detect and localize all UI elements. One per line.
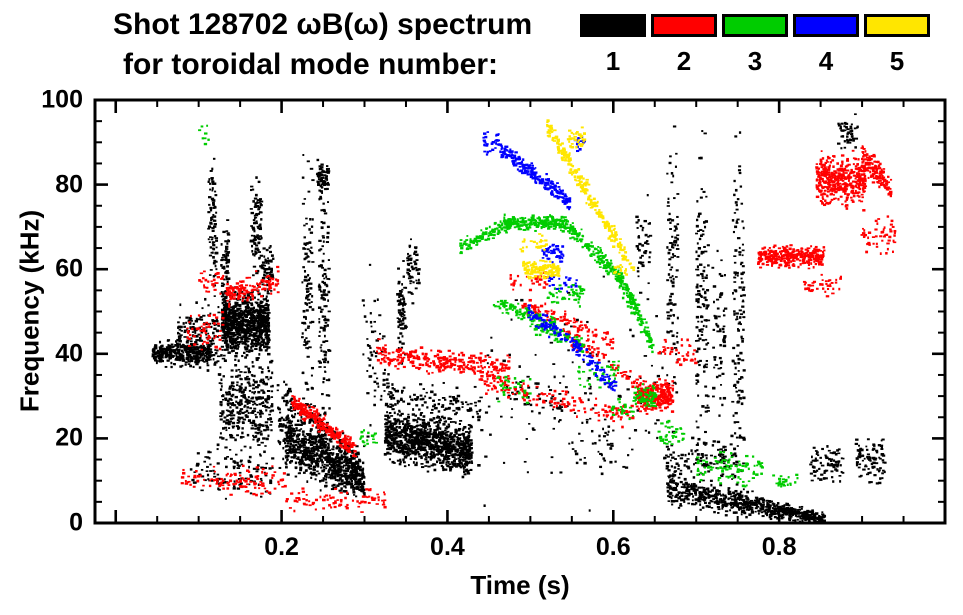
legend-label-5: 5 — [889, 46, 905, 76]
x-tick-label: 0.4 — [430, 533, 465, 561]
legend-swatch-3 — [722, 14, 788, 37]
legend-label-1: 1 — [605, 46, 621, 76]
x-axis-label: Time (s) — [470, 570, 570, 600]
y-tick-label: 20 — [55, 423, 83, 452]
y-axis-label: Frequency (kHz) — [14, 209, 45, 413]
legend-item-3: 3 — [722, 14, 788, 77]
y-tick-label: 0 — [69, 508, 83, 537]
legend-swatch-2 — [651, 14, 717, 37]
legend-swatch-1 — [580, 14, 646, 37]
y-tick-label: 100 — [41, 85, 83, 114]
x-tick-label: 0.8 — [761, 533, 797, 561]
y-tick-label: 60 — [55, 254, 83, 283]
x-tick-label: 0.6 — [595, 533, 631, 561]
mode-number-legend: 1 2 3 4 5 — [580, 14, 930, 77]
legend-label-4: 4 — [818, 46, 834, 76]
legend-swatch-5 — [864, 14, 930, 37]
legend-item-2: 2 — [651, 14, 717, 77]
legend-item-1: 1 — [580, 14, 646, 77]
chart-title: Shot 128702 ωB(ω) spectrum — [113, 8, 533, 41]
legend-swatch-4 — [793, 14, 859, 37]
legend-label-3: 3 — [747, 46, 763, 76]
legend-label-2: 2 — [676, 46, 692, 76]
legend-item-4: 4 — [793, 14, 859, 77]
y-tick-label: 40 — [55, 339, 83, 368]
x-tick-label: 0.2 — [264, 533, 299, 561]
legend-item-5: 5 — [864, 14, 930, 77]
chart-subtitle: for toroidal mode number: — [123, 48, 498, 81]
y-tick-label: 80 — [55, 170, 83, 199]
